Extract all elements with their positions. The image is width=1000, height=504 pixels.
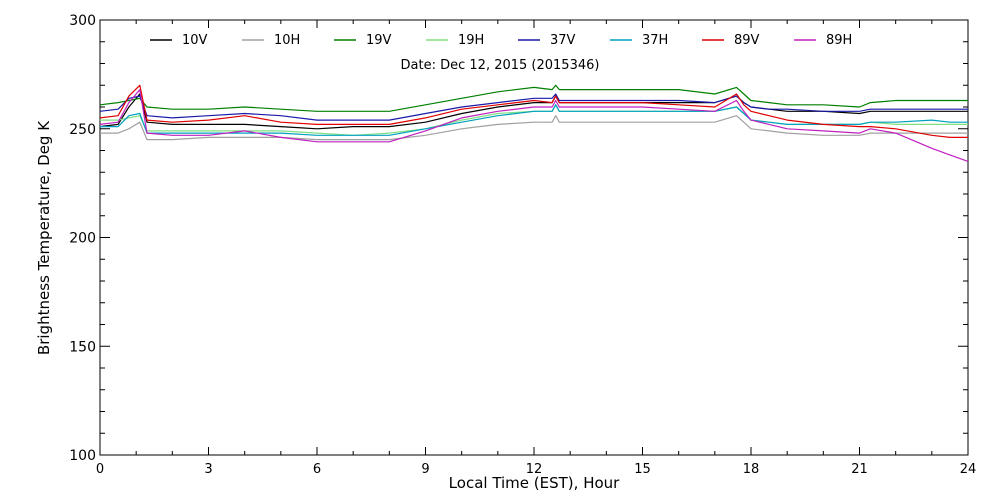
x-axis-label: Local Time (EST), Hour [449,474,620,492]
legend-label-37h: 37H [642,33,668,48]
x-tick-label: 6 [313,462,321,477]
y-tick-label: 150 [69,339,96,355]
legend-label-19h: 19H [458,33,484,48]
x-tick-label: 9 [421,462,429,477]
y-tick-label: 200 [69,231,96,247]
series-line-19v [99,84,968,112]
plot-frame [99,19,969,456]
series-line-19h [100,104,968,136]
legend-label-37v: 37V [550,33,576,48]
y-tick-label: 100 [69,448,96,464]
date-annotation: Date: Dec 12, 2015 (2015346) [401,58,600,73]
series-line-37v [99,93,968,121]
x-tick-label: 18 [743,462,760,477]
series-line-89h [99,88,969,162]
legend-label-89h: 89H [826,33,852,48]
legend: 10V 10H 19V 19H 37V 37H 89V 89H [150,33,852,48]
x-tick-label: 12 [526,462,543,477]
x-tick-label: 15 [634,462,651,477]
y-tick-label: 250 [69,122,96,138]
legend-label-89v: 89V [734,33,760,48]
series-line-10h [100,115,968,141]
series-line-89v [99,84,968,138]
legend-label-19v: 19V [366,33,392,48]
x-tick-label: 0 [96,462,104,477]
legend-label-10h: 10H [274,33,300,48]
y-axis-ticks: 100 150 200 250 300 [69,13,968,464]
x-tick-label: 21 [851,462,868,477]
series-lines [99,84,969,162]
y-axis-label: Brightness Temperature, Deg K [35,120,53,355]
x-tick-label: 3 [204,462,212,477]
legend-label-10v: 10V [182,33,208,48]
x-tick-label: 24 [960,462,977,477]
y-tick-label: 300 [69,13,96,29]
x-axis-ticks: 0 3 6 9 12 15 18 21 24 [96,20,976,477]
